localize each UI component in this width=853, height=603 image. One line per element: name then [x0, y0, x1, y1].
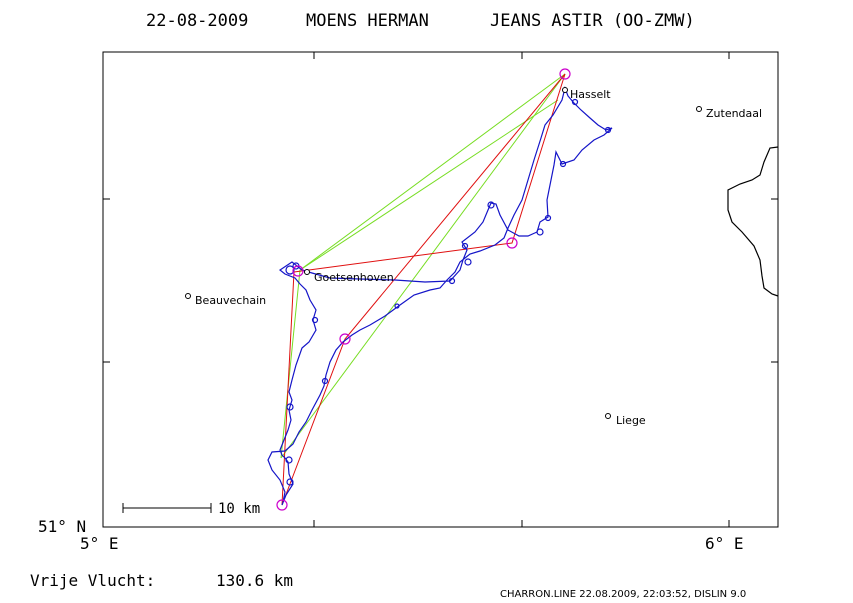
lat-label: 51° N	[38, 517, 86, 536]
gps-track	[267, 85, 613, 506]
place-marker-icon	[605, 413, 611, 419]
task-legs	[281, 73, 566, 506]
header-date: 22-08-2009	[146, 11, 248, 31]
place-label: Beauvechain	[195, 294, 266, 307]
place-marker-icon	[696, 106, 702, 112]
scale-bar: 10 km	[122, 501, 260, 517]
turnpoint-marker	[276, 499, 288, 511]
place-goetsenhoven: Goetsenhoven	[304, 269, 394, 284]
place-zutendaal: Zutendaal	[696, 106, 762, 120]
turnpoint-marker	[292, 265, 304, 277]
country-border	[727, 146, 779, 297]
place-beauvechain: Beauvechain	[185, 293, 266, 307]
scale-label: 10 km	[218, 501, 260, 517]
place-label: Liege	[616, 414, 646, 427]
place-liege: Liege	[605, 413, 646, 427]
place-label: Hasselt	[570, 88, 611, 101]
turnpoint-marker	[559, 68, 571, 80]
turnpoint-marker	[339, 333, 351, 345]
plot-frame	[102, 51, 779, 528]
distance-label: Vrije Vlucht:	[30, 571, 155, 590]
turnpoint-marker	[506, 237, 518, 249]
lon-label-6e: 6° E	[705, 534, 744, 553]
track-thermals	[285, 98, 612, 486]
place-marker-icon	[562, 87, 568, 93]
lon-label-5e: 5° E	[80, 534, 119, 553]
header-pilot: MOENS HERMAN	[306, 11, 429, 31]
place-marker-icon	[304, 269, 310, 275]
place-marker-icon	[185, 293, 191, 299]
place-label: Goetsenhoven	[314, 271, 394, 284]
triangle-legs	[280, 73, 566, 459]
place-label: Zutendaal	[706, 107, 762, 120]
axis-ticks	[103, 52, 778, 527]
place-hasselt: Hasselt	[562, 87, 611, 101]
turnpoint-markers	[276, 68, 571, 511]
header-glider: JEANS ASTIR (OO-ZMW)	[490, 11, 695, 31]
distance-value: 130.6 km	[216, 571, 293, 590]
credits: CHARRON.LINE 22.08.2009, 22:03:52, DISLI…	[500, 589, 746, 600]
